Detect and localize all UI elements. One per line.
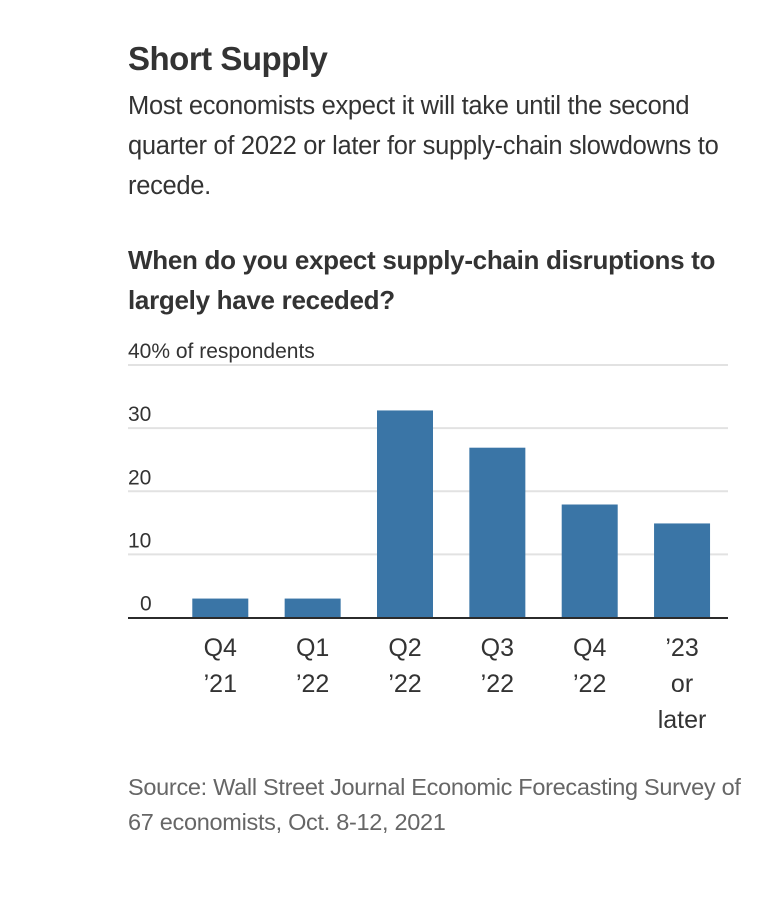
y-tick-label: 30	[128, 403, 151, 426]
bar	[469, 447, 526, 618]
y-unit-label: 40% of respondents	[128, 340, 315, 363]
x-tick-label: Q1’22	[296, 634, 329, 698]
x-tick-label: Q2’22	[388, 634, 421, 698]
bar-chart: 0 10 20 30 40% of respondents Q4’21 Q1’22 Q2’2…	[128, 340, 728, 734]
bar	[654, 523, 711, 618]
source-note: Source: Wall Street Journal Economic For…	[128, 774, 741, 835]
x-tick-label: Q4’22	[573, 634, 606, 698]
x-tick-label: Q3’22	[481, 634, 514, 698]
y-tick-label: 10	[128, 529, 151, 552]
chart-title: Short Supply	[128, 40, 328, 77]
chart-subtitle: Most economists expect it will take unti…	[128, 92, 719, 200]
x-tick-label: ’23 or later	[658, 634, 707, 734]
chart-question: When do you expect supply-chain disrupti…	[128, 245, 716, 315]
bar	[284, 598, 341, 618]
bar	[192, 598, 249, 618]
y-axis-ticks: 0 10 20 30 40% of respondents	[128, 340, 315, 616]
bar	[561, 504, 618, 618]
x-axis-labels: Q4’21 Q1’22 Q2’22 Q3’22 Q4’22 ’23 or later	[204, 634, 707, 734]
y-tick-label: 0	[140, 593, 152, 616]
bar	[377, 410, 433, 618]
bars	[192, 410, 711, 618]
x-tick-label: Q4’21	[204, 634, 237, 698]
y-tick-label: 20	[128, 466, 151, 489]
